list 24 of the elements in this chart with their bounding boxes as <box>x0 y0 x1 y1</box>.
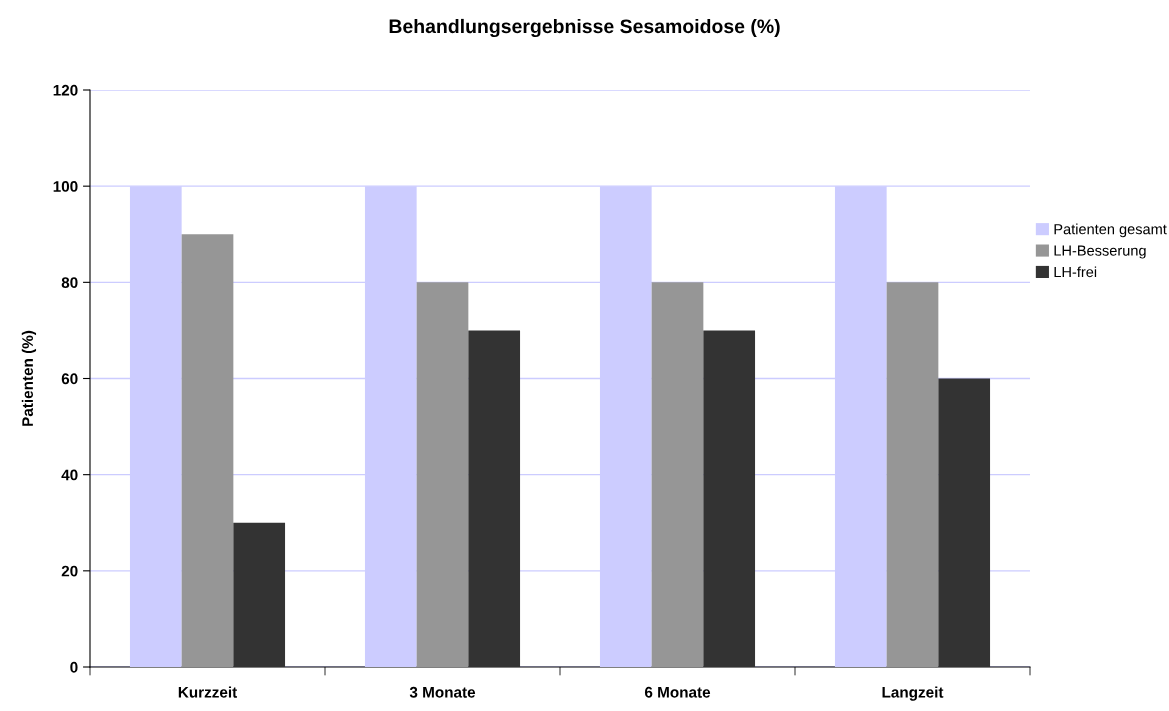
x-tick-label: 6 Monate <box>644 686 711 698</box>
bar <box>703 330 756 667</box>
x-tick-label: 3 Monate <box>409 686 476 698</box>
y-axis-title: Patienten (%) <box>21 330 37 426</box>
y-tick-label: 80 <box>61 277 78 289</box>
bar <box>938 378 991 667</box>
x-tick-label: Kurzzeit <box>178 686 238 698</box>
bar <box>233 522 286 667</box>
bar <box>416 282 469 667</box>
y-tick-label: 20 <box>61 565 78 577</box>
bar <box>651 282 704 667</box>
y-tick-label: 120 <box>53 84 78 96</box>
legend-label: LH-frei <box>1054 266 1097 278</box>
bar <box>886 282 939 667</box>
y-tick-label: 60 <box>61 373 78 385</box>
legend-label: Patienten gesamt <box>1054 223 1167 238</box>
bar <box>468 330 521 667</box>
bar <box>181 234 234 667</box>
x-tick-label: Langzeit <box>882 686 944 701</box>
y-tick-label: 100 <box>53 181 78 192</box>
legend-label: LH-Besserung <box>1054 245 1146 259</box>
y-tick-label: 0 <box>70 661 78 673</box>
y-tick-label: 40 <box>61 469 78 481</box>
chart-title: Behandlungsergebnisse Sesamoidose (%) <box>389 18 780 38</box>
